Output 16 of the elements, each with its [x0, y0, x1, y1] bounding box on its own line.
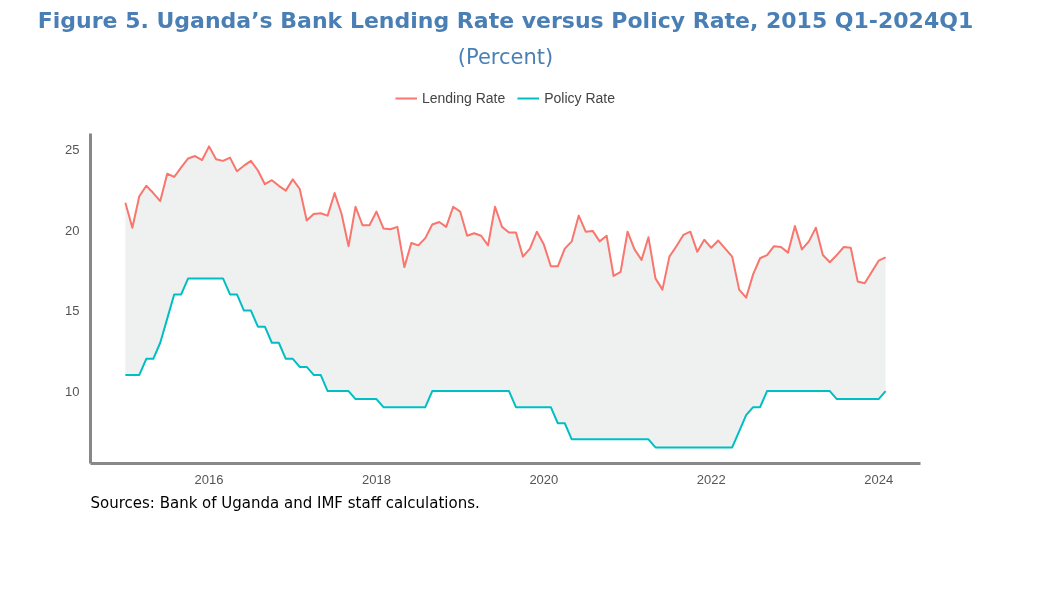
- x-tick-label: 2016: [194, 471, 224, 487]
- chart-subtitle: (Percent): [457, 44, 554, 69]
- line-series: [124, 145, 887, 299]
- x-tick-label: 2020: [529, 471, 559, 487]
- source-note: Sources: Bank of Uganda and IMF staff calculations.: [90, 493, 480, 512]
- y-tick-label: 10: [65, 383, 80, 399]
- y-tick-label: 20: [65, 222, 80, 238]
- line-series: [124, 277, 887, 449]
- y-tick-label: 25: [65, 142, 80, 158]
- x-tick-label: 2024: [864, 471, 894, 487]
- legend-label: Policy Rate: [544, 90, 616, 106]
- legend-label: Lending Rate: [421, 90, 506, 106]
- x-tick-label: 2022: [696, 471, 726, 487]
- y-tick-label: 15: [65, 303, 80, 319]
- chart-title: Figure 5. Uganda’s Bank Lending Rate versus Policy Rate, 2015 Q1-2024Q1: [37, 7, 974, 33]
- x-tick-label: 2018: [362, 471, 391, 487]
